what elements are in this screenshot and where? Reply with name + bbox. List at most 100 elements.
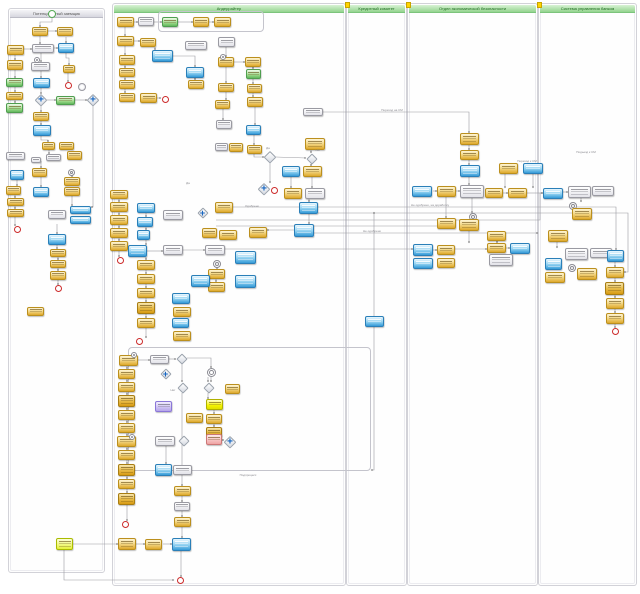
task-node[interactable] bbox=[284, 188, 302, 199]
task-node[interactable] bbox=[119, 93, 135, 102]
task-node[interactable] bbox=[137, 260, 155, 270]
task-node[interactable] bbox=[6, 186, 21, 195]
approved-task-node[interactable] bbox=[162, 17, 178, 27]
parallel-gateway[interactable]: + bbox=[257, 182, 271, 196]
approved-task-node[interactable] bbox=[6, 103, 23, 113]
task-node[interactable] bbox=[7, 60, 23, 70]
service-task-node[interactable] bbox=[413, 258, 433, 269]
task-node[interactable] bbox=[32, 27, 48, 36]
annotation-note-node[interactable] bbox=[31, 157, 41, 163]
task-node[interactable] bbox=[215, 100, 230, 109]
annotation-note-node[interactable] bbox=[568, 186, 591, 198]
exclusive-gateway[interactable] bbox=[263, 150, 277, 164]
task-node[interactable] bbox=[174, 517, 191, 527]
task-node[interactable] bbox=[437, 245, 455, 255]
task-node[interactable] bbox=[32, 168, 47, 177]
service-task-node[interactable] bbox=[523, 163, 543, 174]
task-node[interactable] bbox=[50, 260, 66, 268]
parallel-gateway[interactable]: + bbox=[34, 93, 48, 107]
task-node[interactable] bbox=[249, 227, 267, 238]
task-node[interactable] bbox=[499, 163, 518, 174]
intermediate-event[interactable] bbox=[131, 352, 137, 358]
annotation-note-node[interactable] bbox=[6, 152, 25, 160]
task-node[interactable] bbox=[485, 188, 503, 198]
task-node[interactable] bbox=[110, 228, 128, 238]
task-node[interactable] bbox=[50, 249, 66, 257]
task-node[interactable] bbox=[437, 186, 456, 197]
service-task-node[interactable] bbox=[137, 203, 155, 213]
task-node[interactable] bbox=[173, 331, 191, 341]
task-node[interactable] bbox=[140, 93, 157, 103]
task-node[interactable] bbox=[305, 138, 325, 150]
task-node[interactable] bbox=[459, 219, 479, 231]
task-node[interactable] bbox=[577, 268, 597, 280]
task-node[interactable] bbox=[218, 57, 234, 67]
task-node[interactable] bbox=[186, 413, 203, 423]
service-task-node[interactable] bbox=[70, 216, 91, 224]
service-task-node[interactable] bbox=[172, 293, 190, 304]
service-task-node[interactable] bbox=[186, 67, 204, 78]
task-node[interactable] bbox=[118, 479, 135, 489]
task-node[interactable] bbox=[117, 36, 134, 46]
annotation-note-node[interactable] bbox=[150, 355, 169, 364]
annotation-note-node[interactable] bbox=[138, 17, 154, 26]
highlight-task-node[interactable] bbox=[206, 399, 223, 410]
annotation-note-node[interactable] bbox=[460, 185, 484, 198]
task-node[interactable] bbox=[118, 423, 135, 433]
service-task-node[interactable] bbox=[137, 230, 150, 240]
task-node[interactable] bbox=[119, 355, 138, 366]
parallel-gateway[interactable]: + bbox=[223, 435, 237, 448]
intermediate-event[interactable] bbox=[207, 368, 216, 377]
service-task-node[interactable] bbox=[299, 202, 318, 214]
intermediate-event[interactable] bbox=[220, 54, 226, 60]
end-event[interactable] bbox=[14, 226, 21, 233]
annotation-note-node[interactable] bbox=[32, 44, 54, 53]
exclusive-gateway[interactable] bbox=[175, 352, 188, 365]
service-task-node[interactable] bbox=[191, 275, 210, 287]
end-event[interactable] bbox=[271, 187, 278, 194]
annotation-note-node[interactable] bbox=[489, 254, 513, 266]
task-node[interactable] bbox=[508, 188, 527, 198]
swimlane-title[interactable]: Кредитный комитет bbox=[348, 5, 405, 13]
task-node[interactable] bbox=[214, 17, 231, 27]
task-node[interactable] bbox=[545, 272, 565, 283]
task-node[interactable] bbox=[206, 414, 222, 424]
task-node[interactable] bbox=[33, 112, 49, 121]
task-node[interactable] bbox=[215, 202, 233, 213]
task-node[interactable] bbox=[229, 143, 243, 152]
task-node-dark[interactable] bbox=[118, 395, 135, 407]
intermediate-event[interactable] bbox=[568, 264, 576, 272]
task-node[interactable] bbox=[110, 190, 128, 199]
task-node[interactable] bbox=[572, 208, 592, 220]
task-node[interactable] bbox=[188, 80, 204, 89]
service-task-node[interactable] bbox=[58, 43, 74, 53]
annotation-note-node[interactable] bbox=[185, 41, 207, 50]
script-task-node[interactable] bbox=[155, 401, 172, 412]
task-node-dark[interactable] bbox=[605, 282, 624, 295]
task-node[interactable] bbox=[247, 97, 263, 107]
annotation-note-node[interactable] bbox=[155, 436, 175, 446]
task-node[interactable] bbox=[119, 68, 135, 77]
task-node[interactable] bbox=[137, 274, 155, 284]
task-node[interactable] bbox=[42, 142, 55, 150]
end-event[interactable] bbox=[612, 328, 619, 335]
service-task-node[interactable] bbox=[128, 245, 147, 257]
task-node[interactable] bbox=[303, 166, 322, 177]
swimlane-title[interactable]: Отдел экономической безопасности bbox=[409, 5, 536, 13]
task-node[interactable] bbox=[548, 230, 568, 242]
task-node[interactable] bbox=[57, 27, 73, 36]
task-node[interactable] bbox=[606, 267, 624, 278]
error-task-node[interactable] bbox=[206, 434, 222, 445]
task-node[interactable] bbox=[119, 55, 135, 65]
task-node[interactable] bbox=[140, 38, 156, 47]
task-node[interactable] bbox=[64, 177, 80, 186]
annotation-note-node[interactable] bbox=[305, 188, 325, 199]
task-node[interactable] bbox=[208, 282, 225, 292]
approved-task-node[interactable] bbox=[6, 78, 23, 87]
service-task-node[interactable] bbox=[172, 538, 191, 551]
task-node[interactable] bbox=[117, 17, 134, 27]
exclusive-gateway[interactable] bbox=[202, 381, 215, 394]
intermediate-event[interactable] bbox=[68, 169, 75, 176]
task-node[interactable] bbox=[174, 486, 191, 496]
end-event[interactable] bbox=[136, 338, 143, 345]
